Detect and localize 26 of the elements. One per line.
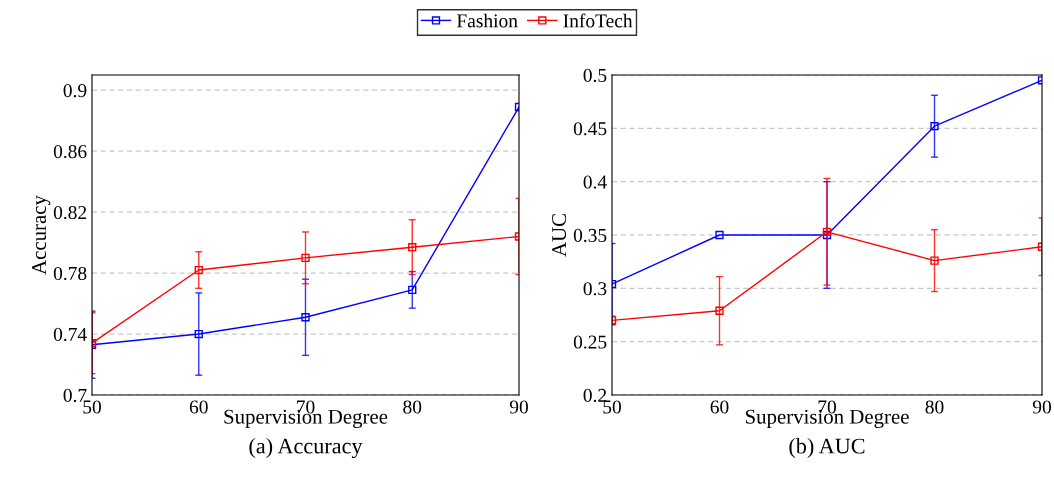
y-tick-label: 0.45 [573,122,607,136]
y-tick-label: 0.5 [583,68,607,83]
x-tick-label: 60 [189,400,208,414]
y-axis-title: AUC [552,214,567,257]
x-tick-label: 90 [1032,400,1051,414]
y-tick-label: 0.78 [53,266,87,281]
x-tick-label: 80 [403,400,422,414]
y-tick-label: 0.3 [583,282,607,296]
x-tick-label: 90 [509,400,528,414]
y-axis-title: Accuracy [32,195,51,275]
x-tick-label: 50 [603,400,621,414]
x-tick-label: 50 [83,400,101,414]
y-tick-label: 0.74 [53,327,87,342]
legend-label: InfoTech [563,13,633,28]
y-tick-label: 0.35 [573,228,607,243]
y-tick-label: 0.82 [53,205,87,220]
legend-label: Fashion [456,13,518,28]
y-tick-label: 0.4 [583,175,607,189]
y-tick-label: 0.25 [573,335,607,349]
text: (b) AUC [789,437,865,459]
y-tick-label: 0.7 [63,388,87,403]
x-tick-label: 60 [710,400,729,414]
text: (a) Accuracy [249,437,363,459]
y-tick-label: 0.86 [53,145,87,159]
y-tick-label: 0.9 [63,84,87,98]
x-tick-label: 80 [925,400,944,414]
